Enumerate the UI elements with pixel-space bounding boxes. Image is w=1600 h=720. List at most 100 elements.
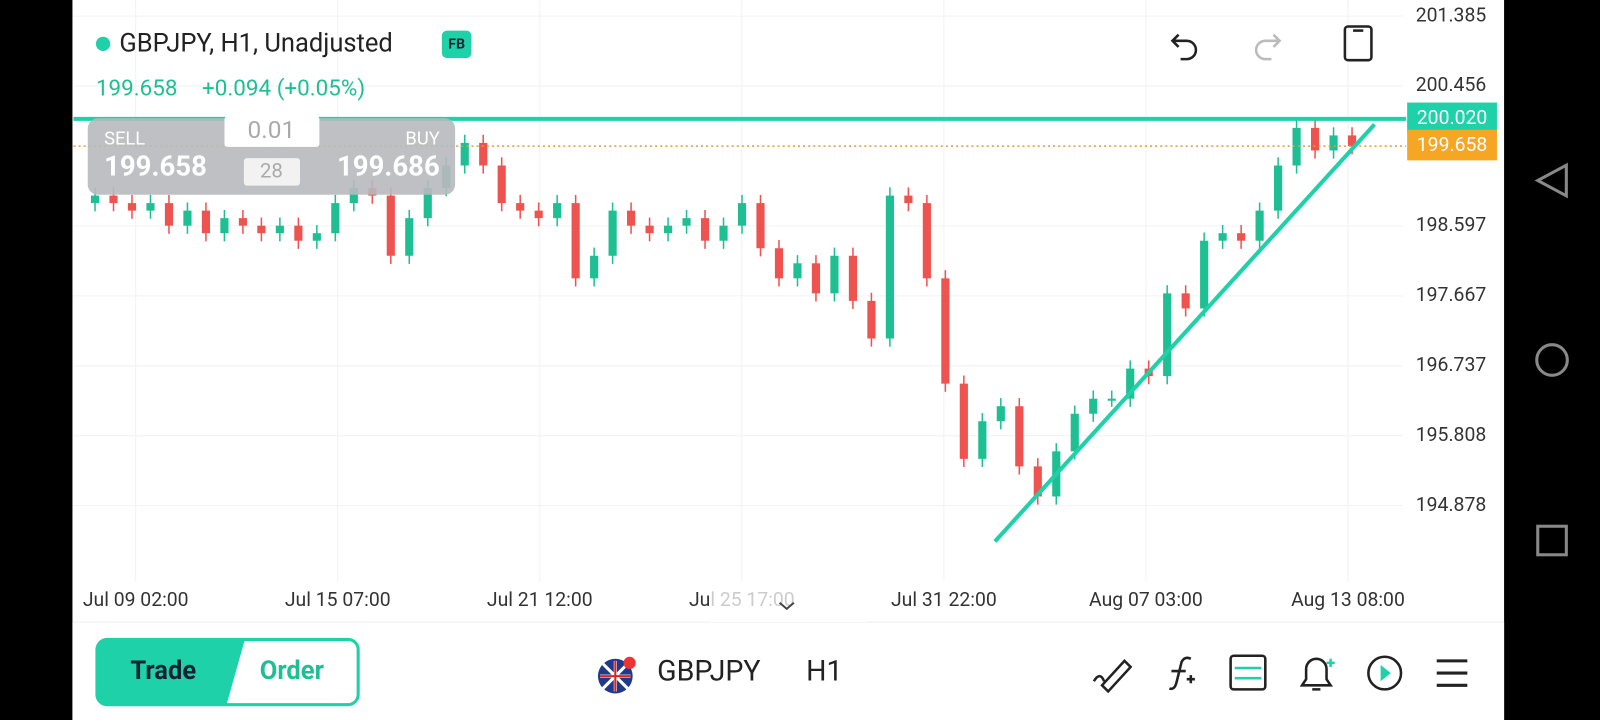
y-tick-label: 198.597	[1416, 213, 1487, 236]
candle	[590, 255, 599, 279]
candle	[1292, 127, 1301, 166]
candle	[608, 210, 617, 256]
draw-icon[interactable]	[1092, 659, 1133, 694]
candle	[201, 210, 211, 234]
candle	[756, 203, 765, 249]
candle	[700, 218, 710, 241]
alert-icon[interactable]	[1299, 657, 1333, 691]
trade-bg	[96, 639, 245, 705]
candle	[1107, 398, 1116, 401]
candle	[553, 203, 562, 219]
flag-cross-red	[600, 660, 631, 692]
candle	[90, 195, 100, 204]
candle	[645, 225, 654, 234]
resistance-label: 200.020	[1417, 106, 1487, 129]
candle	[941, 278, 950, 384]
candle	[682, 218, 691, 226]
candle	[811, 263, 821, 294]
candle	[386, 195, 395, 256]
candle	[497, 165, 506, 204]
buy-label: BUY	[405, 129, 439, 150]
candle	[479, 142, 488, 166]
y-tick-label: 196.737	[1416, 353, 1487, 376]
flag-dot	[623, 656, 636, 670]
candle	[1347, 135, 1357, 147]
x-tick-label: Aug 07 03:00	[1089, 588, 1203, 611]
sell-price: 199.658	[104, 150, 207, 183]
candle	[460, 142, 469, 166]
orientation[interactable]	[1343, 25, 1373, 62]
candle	[719, 225, 728, 241]
bottom-symbol[interactable]: GBPJPY	[657, 655, 760, 688]
order-button[interactable]: Order	[260, 656, 325, 686]
menu-icon[interactable]	[1436, 659, 1468, 687]
status-dot	[95, 36, 111, 51]
candle	[1329, 135, 1338, 151]
template-lines	[1234, 666, 1262, 680]
panel-bg	[87, 118, 456, 195]
scroll-chevron	[778, 601, 795, 611]
replay-icon[interactable]	[1367, 655, 1403, 691]
bottom-timeframe[interactable]: H1	[806, 655, 842, 688]
scroll-handle	[709, 589, 868, 623]
current-label: 199.658	[1417, 133, 1487, 156]
nav-back[interactable]	[1534, 162, 1568, 199]
candle	[183, 210, 192, 226]
candle	[922, 203, 931, 279]
redo[interactable]	[1254, 33, 1282, 61]
candle	[1200, 240, 1209, 309]
candle	[109, 195, 118, 204]
spread: 28	[260, 159, 283, 183]
candle	[830, 255, 839, 294]
x-tick-label: Jul 21 12:00	[487, 588, 593, 611]
candle	[238, 218, 247, 226]
candle	[1070, 413, 1079, 452]
y-tick-label: 194.878	[1416, 493, 1486, 516]
candle	[1255, 210, 1264, 241]
candle	[164, 203, 174, 226]
header-change: +0.094 (+0.05%)	[202, 76, 365, 102]
candle	[1218, 233, 1227, 241]
lot-box	[224, 116, 320, 147]
candle	[848, 255, 858, 301]
candle	[312, 233, 321, 241]
candle	[1015, 406, 1024, 467]
trade-panel[interactable]: SELL 199.658 0.01 28 BUY 199.686	[87, 115, 456, 195]
badge: FB	[448, 37, 465, 53]
candle	[257, 225, 266, 234]
alert-plus	[1326, 658, 1335, 667]
candle	[516, 203, 525, 211]
template-icon[interactable]	[1229, 654, 1267, 691]
indicator-icon[interactable]	[1168, 656, 1195, 691]
candle	[294, 225, 303, 241]
x-tick-label: Aug 13 08:00	[1291, 588, 1405, 611]
badge-bg	[441, 30, 472, 59]
candle	[220, 218, 229, 234]
spread-box	[243, 158, 300, 186]
lot: 0.01	[248, 115, 296, 144]
candle	[885, 195, 894, 339]
candle	[534, 210, 543, 219]
candle	[423, 188, 432, 219]
candle	[1310, 127, 1320, 151]
candle	[571, 203, 580, 279]
candle	[1237, 233, 1246, 241]
nav-recent[interactable]	[1536, 524, 1568, 557]
y-tick-label: 195.808	[1416, 423, 1486, 446]
replay-play	[1380, 664, 1391, 682]
trade-button[interactable]: Trade	[130, 656, 196, 686]
undo[interactable]	[1170, 33, 1198, 61]
trendline	[993, 123, 1376, 543]
candle	[275, 225, 284, 234]
x-tick-label: Jul 15 07:00	[285, 588, 391, 611]
candle	[663, 225, 673, 234]
candle	[1163, 293, 1172, 377]
candle	[1126, 368, 1135, 399]
candle	[1181, 293, 1190, 309]
candle	[978, 421, 987, 459]
candle	[904, 195, 913, 204]
candle	[627, 210, 636, 226]
nav-home[interactable]	[1535, 343, 1569, 377]
candle	[959, 383, 968, 459]
